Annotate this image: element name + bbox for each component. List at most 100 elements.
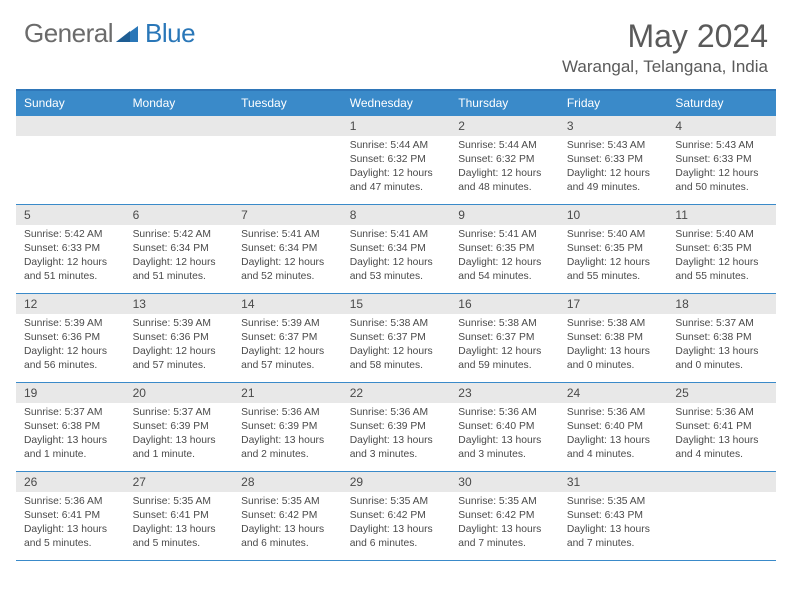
sunrise-text: Sunrise: 5:40 AM — [567, 228, 662, 242]
sunset-text: Sunset: 6:37 PM — [241, 331, 336, 345]
day-cell: 24Sunrise: 5:36 AMSunset: 6:40 PMDayligh… — [559, 383, 668, 471]
day-number: 1 — [342, 116, 451, 136]
daylight-text: Daylight: 12 hours and 47 minutes. — [350, 167, 445, 195]
day-details — [125, 136, 234, 145]
sunrise-text: Sunrise: 5:43 AM — [675, 139, 770, 153]
day-cell: 16Sunrise: 5:38 AMSunset: 6:37 PMDayligh… — [450, 294, 559, 382]
day-details: Sunrise: 5:38 AMSunset: 6:37 PMDaylight:… — [342, 314, 451, 379]
day-number: 19 — [16, 383, 125, 403]
day-number: 17 — [559, 294, 668, 314]
day-details: Sunrise: 5:36 AMSunset: 6:41 PMDaylight:… — [667, 403, 776, 468]
sunset-text: Sunset: 6:35 PM — [675, 242, 770, 256]
sunrise-text: Sunrise: 5:42 AM — [24, 228, 119, 242]
day-details: Sunrise: 5:40 AMSunset: 6:35 PMDaylight:… — [667, 225, 776, 290]
day-cell: 4Sunrise: 5:43 AMSunset: 6:33 PMDaylight… — [667, 116, 776, 204]
daylight-text: Daylight: 13 hours and 4 minutes. — [675, 434, 770, 462]
day-details: Sunrise: 5:35 AMSunset: 6:41 PMDaylight:… — [125, 492, 234, 557]
day-number — [233, 116, 342, 136]
day-details: Sunrise: 5:35 AMSunset: 6:43 PMDaylight:… — [559, 492, 668, 557]
day-cell: 29Sunrise: 5:35 AMSunset: 6:42 PMDayligh… — [342, 472, 451, 560]
day-details: Sunrise: 5:36 AMSunset: 6:40 PMDaylight:… — [450, 403, 559, 468]
day-details: Sunrise: 5:36 AMSunset: 6:41 PMDaylight:… — [16, 492, 125, 557]
day-cell: 17Sunrise: 5:38 AMSunset: 6:38 PMDayligh… — [559, 294, 668, 382]
sunset-text: Sunset: 6:41 PM — [133, 509, 228, 523]
day-cell: 26Sunrise: 5:36 AMSunset: 6:41 PMDayligh… — [16, 472, 125, 560]
sunset-text: Sunset: 6:34 PM — [350, 242, 445, 256]
day-details: Sunrise: 5:41 AMSunset: 6:35 PMDaylight:… — [450, 225, 559, 290]
daylight-text: Daylight: 13 hours and 7 minutes. — [567, 523, 662, 551]
daylight-text: Daylight: 13 hours and 0 minutes. — [567, 345, 662, 373]
daylight-text: Daylight: 12 hours and 59 minutes. — [458, 345, 553, 373]
daylight-text: Daylight: 12 hours and 56 minutes. — [24, 345, 119, 373]
weekday-header: Thursday — [450, 91, 559, 116]
calendar: Sunday Monday Tuesday Wednesday Thursday… — [16, 89, 776, 561]
day-number: 12 — [16, 294, 125, 314]
day-details: Sunrise: 5:40 AMSunset: 6:35 PMDaylight:… — [559, 225, 668, 290]
weekday-header: Tuesday — [233, 91, 342, 116]
sunset-text: Sunset: 6:40 PM — [458, 420, 553, 434]
day-details — [16, 136, 125, 145]
daylight-text: Daylight: 13 hours and 1 minute. — [24, 434, 119, 462]
sunset-text: Sunset: 6:34 PM — [241, 242, 336, 256]
sunset-text: Sunset: 6:38 PM — [675, 331, 770, 345]
daylight-text: Daylight: 12 hours and 57 minutes. — [241, 345, 336, 373]
sunset-text: Sunset: 6:36 PM — [24, 331, 119, 345]
day-cell: 19Sunrise: 5:37 AMSunset: 6:38 PMDayligh… — [16, 383, 125, 471]
logo-text-blue: Blue — [145, 18, 195, 49]
sunrise-text: Sunrise: 5:36 AM — [241, 406, 336, 420]
sunset-text: Sunset: 6:43 PM — [567, 509, 662, 523]
day-details: Sunrise: 5:35 AMSunset: 6:42 PMDaylight:… — [342, 492, 451, 557]
title-block: May 2024 Warangal, Telangana, India — [562, 18, 768, 77]
day-number: 15 — [342, 294, 451, 314]
logo-triangle-icon — [116, 24, 142, 44]
day-cell: 22Sunrise: 5:36 AMSunset: 6:39 PMDayligh… — [342, 383, 451, 471]
sunset-text: Sunset: 6:32 PM — [350, 153, 445, 167]
calendar-week-row: 1Sunrise: 5:44 AMSunset: 6:32 PMDaylight… — [16, 116, 776, 205]
daylight-text: Daylight: 12 hours and 49 minutes. — [567, 167, 662, 195]
daylight-text: Daylight: 13 hours and 6 minutes. — [350, 523, 445, 551]
day-details: Sunrise: 5:36 AMSunset: 6:39 PMDaylight:… — [233, 403, 342, 468]
sunset-text: Sunset: 6:42 PM — [241, 509, 336, 523]
location-text: Warangal, Telangana, India — [562, 57, 768, 77]
daylight-text: Daylight: 12 hours and 55 minutes. — [675, 256, 770, 284]
sunset-text: Sunset: 6:42 PM — [458, 509, 553, 523]
day-details: Sunrise: 5:43 AMSunset: 6:33 PMDaylight:… — [559, 136, 668, 201]
sunset-text: Sunset: 6:33 PM — [24, 242, 119, 256]
day-details: Sunrise: 5:41 AMSunset: 6:34 PMDaylight:… — [233, 225, 342, 290]
sunset-text: Sunset: 6:32 PM — [458, 153, 553, 167]
day-details: Sunrise: 5:37 AMSunset: 6:38 PMDaylight:… — [667, 314, 776, 379]
sunset-text: Sunset: 6:34 PM — [133, 242, 228, 256]
sunrise-text: Sunrise: 5:44 AM — [458, 139, 553, 153]
day-cell: 6Sunrise: 5:42 AMSunset: 6:34 PMDaylight… — [125, 205, 234, 293]
day-cell — [233, 116, 342, 204]
day-details: Sunrise: 5:41 AMSunset: 6:34 PMDaylight:… — [342, 225, 451, 290]
sunset-text: Sunset: 6:37 PM — [458, 331, 553, 345]
day-number: 23 — [450, 383, 559, 403]
day-number: 2 — [450, 116, 559, 136]
day-number — [667, 472, 776, 492]
sunrise-text: Sunrise: 5:35 AM — [458, 495, 553, 509]
logo: General Blue — [24, 18, 195, 49]
weekday-header: Wednesday — [342, 91, 451, 116]
daylight-text: Daylight: 12 hours and 53 minutes. — [350, 256, 445, 284]
weekday-header: Saturday — [667, 91, 776, 116]
sunset-text: Sunset: 6:35 PM — [458, 242, 553, 256]
daylight-text: Daylight: 13 hours and 5 minutes. — [133, 523, 228, 551]
day-cell: 28Sunrise: 5:35 AMSunset: 6:42 PMDayligh… — [233, 472, 342, 560]
day-number: 10 — [559, 205, 668, 225]
daylight-text: Daylight: 12 hours and 48 minutes. — [458, 167, 553, 195]
sunset-text: Sunset: 6:38 PM — [567, 331, 662, 345]
day-number: 8 — [342, 205, 451, 225]
day-cell: 3Sunrise: 5:43 AMSunset: 6:33 PMDaylight… — [559, 116, 668, 204]
page-header: General Blue May 2024 Warangal, Telangan… — [0, 0, 792, 81]
daylight-text: Daylight: 12 hours and 50 minutes. — [675, 167, 770, 195]
sunset-text: Sunset: 6:33 PM — [675, 153, 770, 167]
day-cell — [667, 472, 776, 560]
day-details: Sunrise: 5:37 AMSunset: 6:38 PMDaylight:… — [16, 403, 125, 468]
sunrise-text: Sunrise: 5:35 AM — [241, 495, 336, 509]
day-cell: 18Sunrise: 5:37 AMSunset: 6:38 PMDayligh… — [667, 294, 776, 382]
sunset-text: Sunset: 6:38 PM — [24, 420, 119, 434]
sunrise-text: Sunrise: 5:37 AM — [675, 317, 770, 331]
sunrise-text: Sunrise: 5:41 AM — [458, 228, 553, 242]
day-cell — [16, 116, 125, 204]
